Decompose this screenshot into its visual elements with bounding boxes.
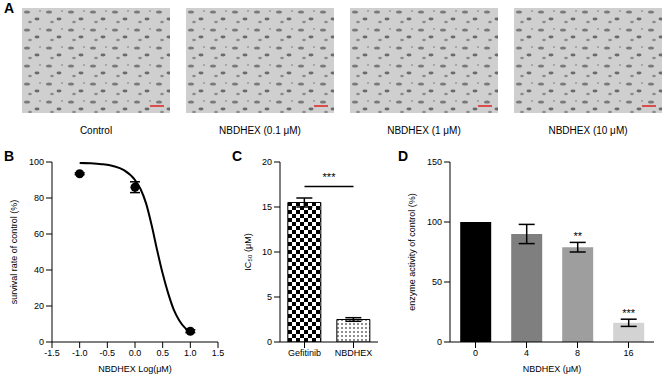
svg-text:20: 20 xyxy=(262,157,272,167)
svg-text:0: 0 xyxy=(39,337,44,347)
html-text:C: C xyxy=(232,148,243,164)
svg-text:NBDHEX (μM): NBDHEX (μM) xyxy=(523,364,582,374)
svg-text:***: *** xyxy=(622,307,636,319)
svg-text:-1.0: -1.0 xyxy=(72,348,88,358)
svg-text:-0.5: -0.5 xyxy=(100,348,116,358)
svg-text:NBDHEX: NBDHEX xyxy=(335,348,373,358)
svg-text:150: 150 xyxy=(427,157,442,167)
svg-text:**: ** xyxy=(573,230,582,242)
html-text:NBDHEX (0.1 μM): NBDHEX (0.1 μM) xyxy=(219,125,301,136)
svg-text:Gefitinib: Gefitinib xyxy=(288,348,321,358)
svg-text:0: 0 xyxy=(267,337,272,347)
svg-text:8: 8 xyxy=(575,348,580,358)
html-text:NBDHEX (10 μM): NBDHEX (10 μM) xyxy=(548,125,628,136)
svg-text:0: 0 xyxy=(473,348,478,358)
svg-text:100: 100 xyxy=(427,217,442,227)
svg-text:60: 60 xyxy=(34,229,44,239)
html-text:NBDHEX (1 μM): NBDHEX (1 μM) xyxy=(387,125,461,136)
svg-text:10: 10 xyxy=(262,247,272,257)
svg-text:0: 0 xyxy=(437,337,442,347)
svg-text:enzyme activity of control (%): enzyme activity of control (%) xyxy=(407,193,417,311)
svg-text:40: 40 xyxy=(34,265,44,275)
svg-text:50: 50 xyxy=(432,277,442,287)
svg-text:15: 15 xyxy=(262,202,272,212)
svg-text:-1.5: -1.5 xyxy=(44,348,60,358)
svg-text:IC₅₀ (μM): IC₅₀ (μM) xyxy=(243,233,253,271)
svg-text:survival rate of control (%): survival rate of control (%) xyxy=(9,200,19,305)
svg-text:***: *** xyxy=(323,171,337,183)
html-text:Control: Control xyxy=(79,125,113,136)
svg-text:0.5: 0.5 xyxy=(156,348,169,358)
svg-text:4: 4 xyxy=(524,348,529,358)
svg-text:5: 5 xyxy=(267,292,272,302)
svg-text:100: 100 xyxy=(29,157,44,167)
svg-text:NBDHEX Log(μM): NBDHEX Log(μM) xyxy=(98,364,172,374)
svg-text:80: 80 xyxy=(34,193,44,203)
svg-text:1.0: 1.0 xyxy=(184,348,197,358)
html-text:B: B xyxy=(4,148,15,164)
svg-text:20: 20 xyxy=(34,301,44,311)
svg-text:1.5: 1.5 xyxy=(212,348,225,358)
svg-text:16: 16 xyxy=(623,348,633,358)
html-text:D: D xyxy=(398,148,409,164)
html-text:A: A xyxy=(4,0,15,16)
svg-text:0.0: 0.0 xyxy=(129,348,142,358)
